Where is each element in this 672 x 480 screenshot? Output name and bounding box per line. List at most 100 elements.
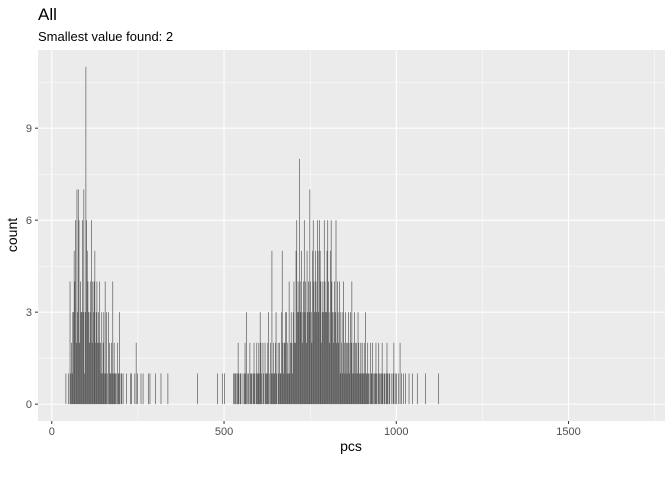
- histogram-bar: [77, 312, 78, 405]
- histogram-bar: [327, 220, 329, 405]
- histogram-bar: [302, 312, 304, 405]
- y-tick-label: 3: [26, 307, 32, 319]
- histogram-bar: [297, 281, 299, 405]
- histogram-bar: [106, 373, 108, 405]
- histogram-bar: [338, 342, 340, 405]
- histogram-bar: [372, 373, 374, 405]
- histogram-bar: [316, 312, 318, 405]
- histogram-bar: [88, 342, 90, 405]
- histogram-bar: [344, 373, 346, 405]
- histogram-bar: [268, 373, 270, 405]
- histogram-bar: [100, 342, 101, 405]
- histogram-bar: [309, 189, 311, 405]
- histogram-bar: [341, 373, 343, 405]
- y-tick-label: 6: [26, 215, 32, 227]
- histogram-bar: [310, 281, 311, 405]
- histogram-bar: [296, 220, 298, 405]
- histogram-bar: [105, 373, 107, 405]
- histogram-bar: [314, 312, 315, 405]
- x-tick-label: 0: [49, 426, 55, 438]
- histogram-bar: [87, 281, 89, 405]
- histogram-bar: [85, 66, 87, 405]
- histogram-bar: [321, 312, 323, 405]
- histogram-bar: [339, 373, 341, 405]
- x-axis: 0 500 1000 1500: [49, 421, 581, 438]
- histogram-bar: [267, 342, 269, 405]
- histogram-bar: [69, 281, 71, 405]
- histogram-bar: [108, 312, 109, 405]
- histogram-bar: [314, 250, 316, 405]
- histogram-bar: [438, 373, 440, 405]
- chart-subtitle: Smallest value found: 2: [38, 29, 173, 44]
- histogram-bar: [197, 373, 198, 405]
- histogram-bar: [343, 342, 345, 405]
- histogram-bar: [357, 312, 359, 405]
- histogram-bar: [73, 250, 75, 405]
- histogram-bar: [135, 342, 137, 405]
- histogram-bar: [348, 342, 350, 405]
- histogram-bar: [319, 220, 320, 405]
- histogram-bar: [95, 342, 96, 405]
- histogram-bar: [75, 342, 77, 405]
- histogram-bar: [308, 281, 309, 405]
- histogram-bar: [79, 342, 81, 405]
- histogram-bar: [237, 373, 238, 405]
- histogram-bar: [250, 373, 251, 405]
- histogram-bar: [252, 373, 254, 405]
- histogram-bar: [312, 220, 314, 405]
- histogram-bar: [81, 312, 83, 405]
- histogram-bar: [102, 373, 103, 405]
- histogram-bar: [326, 312, 327, 405]
- histogram-bar: [78, 220, 80, 405]
- histogram-bar: [350, 312, 351, 405]
- histogram-bar: [103, 312, 105, 405]
- histogram-bar: [120, 373, 122, 405]
- histogram-bar: [140, 373, 142, 405]
- histogram-bar: [101, 312, 103, 405]
- histogram-bar: [341, 342, 342, 405]
- histogram-bar: [274, 373, 276, 405]
- histogram-bar: [349, 373, 351, 405]
- histogram-bar: [112, 281, 114, 405]
- histogram-bar: [286, 312, 287, 405]
- histogram-bar: [377, 373, 379, 405]
- histogram-bar: [111, 373, 113, 405]
- histogram-bar: [383, 373, 385, 405]
- histogram-bar: [389, 373, 391, 405]
- histogram-bar: [354, 312, 355, 405]
- histogram-bar: [240, 373, 242, 405]
- x-axis-title: pcs: [340, 438, 362, 454]
- histogram-bar: [300, 312, 302, 405]
- histogram-bar: [330, 220, 332, 405]
- histogram-bar: [328, 312, 330, 405]
- histogram-bar: [354, 342, 356, 405]
- histogram-bar: [295, 250, 297, 405]
- histogram-bar: [117, 373, 119, 405]
- histogram-bar: [106, 312, 107, 405]
- histogram-bar: [379, 373, 380, 405]
- histogram-bar: [239, 373, 241, 405]
- histogram-bar: [275, 312, 277, 405]
- histogram-bar: [281, 250, 283, 405]
- histogram-bar: [416, 373, 418, 405]
- histogram-bar: [408, 373, 410, 405]
- histogram-bar: [308, 312, 310, 405]
- histogram-bar: [394, 373, 396, 405]
- histogram-bar: [70, 373, 72, 405]
- histogram-bar: [235, 373, 236, 405]
- histogram-bar: [385, 373, 387, 405]
- histogram-bar: [359, 373, 361, 405]
- histogram-bar: [273, 373, 275, 405]
- y-tick-label: 0: [26, 399, 32, 411]
- histogram-bar: [68, 373, 70, 405]
- histogram-bar: [244, 373, 245, 405]
- histogram-bar: [384, 373, 386, 405]
- histogram-bar: [355, 373, 357, 405]
- histogram-bar: [89, 312, 91, 405]
- histogram-bar: [368, 373, 370, 405]
- histogram-bar: [405, 373, 406, 405]
- histogram-bar: [287, 342, 289, 405]
- histogram-bar: [352, 342, 354, 405]
- histogram-bar: [292, 373, 293, 405]
- histogram-bar: [108, 342, 110, 405]
